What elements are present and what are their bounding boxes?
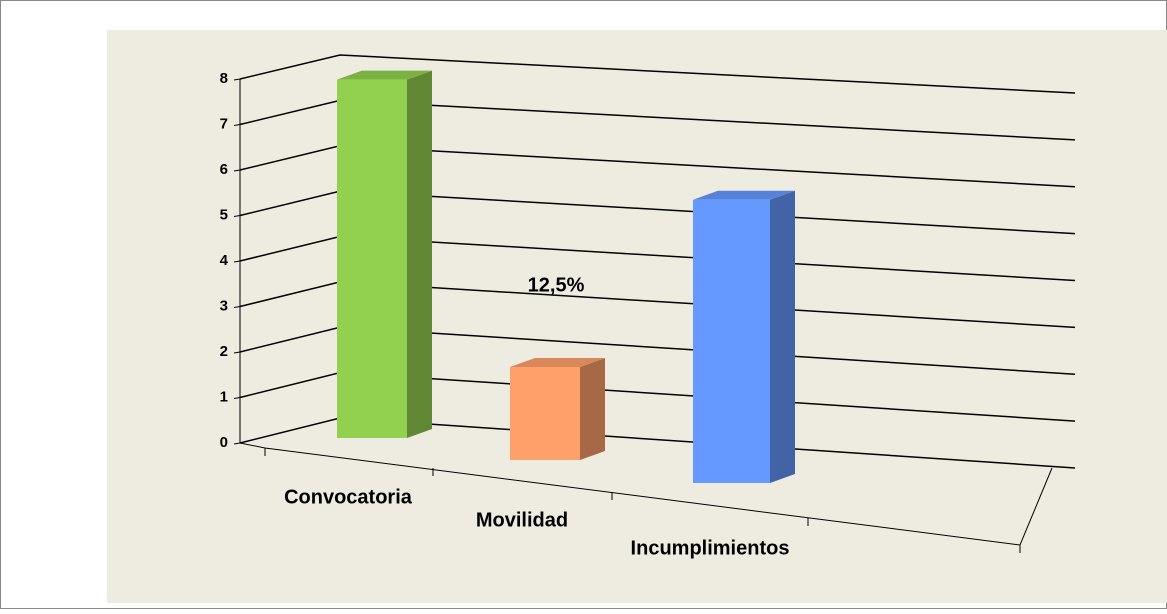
y-tick-label: 0 bbox=[220, 434, 228, 451]
y-tick-label: 5 bbox=[220, 206, 228, 223]
y-tick-label: 7 bbox=[220, 115, 228, 132]
plot-area bbox=[107, 30, 1167, 603]
y-tick bbox=[233, 351, 241, 354]
x-tick-label: Incumplimientos bbox=[631, 537, 790, 559]
bar-side bbox=[580, 358, 605, 460]
y-tick-label: 3 bbox=[220, 297, 228, 314]
y-tick-label: 1 bbox=[220, 388, 228, 405]
floor bbox=[239, 442, 1053, 546]
bar-side bbox=[407, 70, 432, 438]
bar bbox=[510, 367, 580, 460]
x-tick-label: Movilidad bbox=[476, 509, 568, 531]
y-tick bbox=[233, 124, 241, 126]
y-tick-label: 6 bbox=[220, 161, 228, 178]
y-tick bbox=[233, 78, 241, 81]
grid-line bbox=[239, 54, 1076, 94]
y-tick bbox=[233, 215, 241, 217]
y-tick-label: 4 bbox=[220, 252, 229, 269]
bar bbox=[337, 79, 407, 438]
bar-top bbox=[337, 70, 432, 80]
bar-top bbox=[510, 358, 605, 367]
y-tick bbox=[233, 169, 241, 172]
y-tick bbox=[233, 260, 241, 263]
y-tick bbox=[233, 442, 241, 445]
bar bbox=[693, 199, 770, 484]
bar-side bbox=[770, 190, 795, 484]
y-tick bbox=[233, 306, 241, 308]
y-tick-label: 2 bbox=[220, 343, 228, 360]
annotation: 12,5% bbox=[528, 274, 585, 296]
x-tick-label: Convocatoria bbox=[284, 486, 413, 508]
y-tick bbox=[233, 397, 241, 399]
bar-top bbox=[693, 190, 795, 200]
y-tick-label: 8 bbox=[220, 70, 228, 87]
